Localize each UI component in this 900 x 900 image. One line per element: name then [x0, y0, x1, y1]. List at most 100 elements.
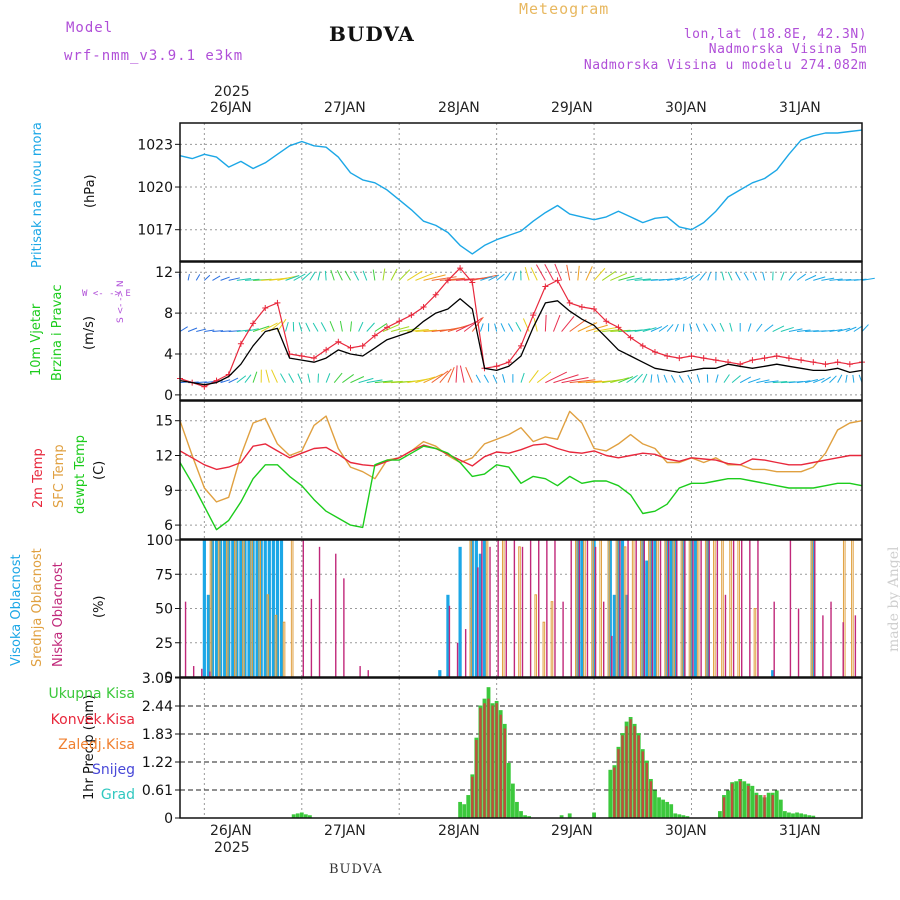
cloud-low-bar	[619, 540, 621, 677]
panel-frame	[179, 122, 863, 262]
wind-arrow	[748, 378, 761, 384]
wind-gust-marker	[700, 355, 707, 362]
wind-gust-marker	[785, 355, 792, 362]
cloud-low-bar	[310, 598, 313, 677]
wind-arrow	[317, 271, 321, 281]
precip-total-bar	[559, 815, 564, 818]
cloud-low-bar	[529, 540, 532, 677]
precip-total-bar	[774, 790, 779, 818]
wind-arrow	[459, 365, 465, 383]
wind-arrow	[382, 380, 403, 384]
cloud-mid-bar	[713, 539, 716, 678]
wind-gust-marker	[603, 318, 610, 325]
cloud-high-bar	[438, 670, 442, 677]
y-tick-label: 6	[164, 518, 173, 534]
wind-arrow	[305, 322, 311, 332]
precip-total-bar	[308, 815, 312, 818]
wind-arrow	[667, 277, 680, 281]
precip-convective-bar	[629, 719, 632, 818]
wind-gust-marker	[396, 318, 403, 325]
wind-arrow	[390, 268, 398, 281]
wind-arrow	[350, 376, 365, 384]
precip-total-bar	[669, 804, 674, 818]
cloud-low-bar	[749, 540, 751, 677]
wind-arrow	[312, 322, 319, 332]
wind-arrow	[626, 374, 638, 384]
precip-convective-bar	[722, 797, 726, 818]
cloud-mid-bar	[696, 539, 700, 678]
precip-convective-bar	[617, 749, 620, 818]
cloud-high-bar	[673, 540, 677, 677]
wind-arrow	[796, 380, 811, 384]
cloud-low-bar	[521, 546, 524, 677]
precip-total-bar	[791, 813, 795, 818]
wind-arrow	[382, 324, 400, 332]
legend-hail: Grad	[100, 787, 135, 803]
cloud-high-bar	[235, 540, 239, 677]
y-tick-label: 12	[155, 449, 173, 465]
day-label-bottom: 26JAN	[210, 823, 252, 839]
precip-total-bar	[462, 804, 467, 818]
wind-compass-we: W <- -> E	[82, 289, 131, 299]
wind-arrow	[366, 379, 383, 384]
precip-convective-bar	[479, 707, 482, 818]
cloud-high-bar	[580, 540, 584, 677]
cloud-mid-bar	[550, 601, 554, 678]
wind-gust-marker	[432, 291, 439, 298]
cloud-low-bar	[209, 671, 211, 677]
wind-arrow	[853, 325, 863, 332]
cloud-high-bar	[275, 540, 280, 677]
wind-arrow	[707, 272, 712, 281]
precip-total-bar	[515, 801, 519, 818]
precip-total-bar	[734, 781, 739, 818]
wind-gust-marker	[822, 361, 829, 368]
wind-arrow	[699, 272, 706, 281]
wind-arrow	[472, 274, 498, 281]
wind-arrow	[743, 272, 749, 281]
precip-total-bar	[523, 815, 527, 818]
precip-total-bar	[592, 812, 596, 818]
wind-arrow	[220, 276, 230, 281]
wind-arrow	[577, 380, 602, 384]
precip-total-bar	[519, 811, 523, 818]
cloud-mid-bar	[721, 539, 724, 678]
wind-arrow	[678, 375, 684, 383]
legend-convective-rain: Konvek.Kisa	[50, 712, 135, 728]
precip-total-bar	[750, 785, 755, 818]
precip-total-bar	[681, 815, 686, 818]
precip-total-bar	[685, 816, 690, 818]
wind-arrow	[212, 330, 224, 333]
precip-total-bar	[303, 814, 308, 818]
wind-gust-marker	[518, 342, 524, 349]
wind-arrow	[601, 270, 616, 281]
precip-convective-bar	[755, 795, 758, 818]
cloud-low-bar	[184, 601, 187, 677]
precip-total-bar	[742, 781, 747, 818]
wind-arrow	[756, 379, 770, 384]
wind-arrow	[772, 325, 785, 332]
wind-arrow	[307, 373, 311, 383]
wind-gust-marker	[688, 353, 695, 360]
precip-total-bar	[665, 801, 670, 818]
wind-gust-marker	[554, 277, 561, 284]
cloud-low-bar	[708, 540, 710, 677]
cloud-high-bar	[470, 540, 474, 677]
cloud-high-bar	[689, 540, 694, 677]
wind-arrow	[618, 275, 635, 281]
wind-arrow	[829, 278, 843, 281]
wind-arrow	[204, 274, 211, 281]
precip-total-bar	[295, 813, 300, 818]
wind-arrow	[675, 276, 687, 281]
cloud-high-bar	[811, 540, 815, 677]
wind-arrow	[522, 318, 530, 332]
precip-total-bar	[766, 792, 771, 818]
precip-total-bar	[795, 812, 799, 818]
cloud-low-bar	[627, 540, 629, 677]
t2m-temp-line	[179, 443, 862, 471]
wind-arrow	[329, 321, 335, 332]
wind-arrow	[398, 269, 411, 281]
wind-arrow	[764, 324, 774, 332]
wind-gust-marker	[335, 338, 342, 345]
day-label-bottom: 31JAN	[779, 823, 821, 839]
year-label-bottom: 2025	[214, 840, 250, 856]
